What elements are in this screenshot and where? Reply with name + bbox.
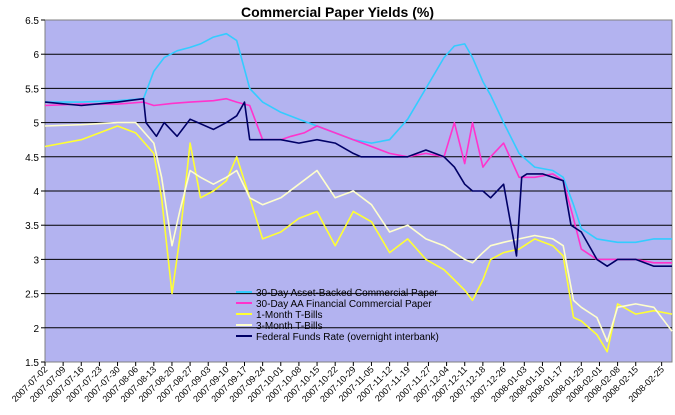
y-tick-label: 4	[33, 187, 39, 198]
y-tick-label: 5	[33, 119, 39, 130]
legend-label: 30-Day AA Financial Commercial Paper	[256, 299, 432, 310]
series-line	[45, 32, 672, 244]
y-tick-label: 3.5	[25, 221, 39, 232]
series-line	[44, 121, 673, 343]
series-line	[44, 97, 672, 268]
y-tick-label: 5.5	[25, 84, 39, 95]
series-line	[44, 125, 673, 353]
y-tick-label: 4.5	[25, 153, 39, 164]
y-tick-label: 6.5	[25, 16, 39, 27]
chart-title: Commercial Paper Yields (%)	[241, 4, 434, 20]
y-tick-label: 3	[33, 255, 39, 266]
legend-label: 3-Month T-Bills	[256, 321, 323, 332]
legend-label: 30-Day Asset-Backed Commercial Paper	[256, 288, 438, 299]
y-tick-label: 2.5	[25, 290, 39, 301]
y-tick-label: 1.5	[25, 358, 39, 369]
legend-label: Federal Funds Rate (overnight interbank)	[256, 332, 439, 343]
y-tick-label: 2	[33, 324, 39, 335]
y-tick-label: 6	[33, 50, 39, 61]
legend-label: 1-Month T-Bills	[256, 310, 323, 321]
